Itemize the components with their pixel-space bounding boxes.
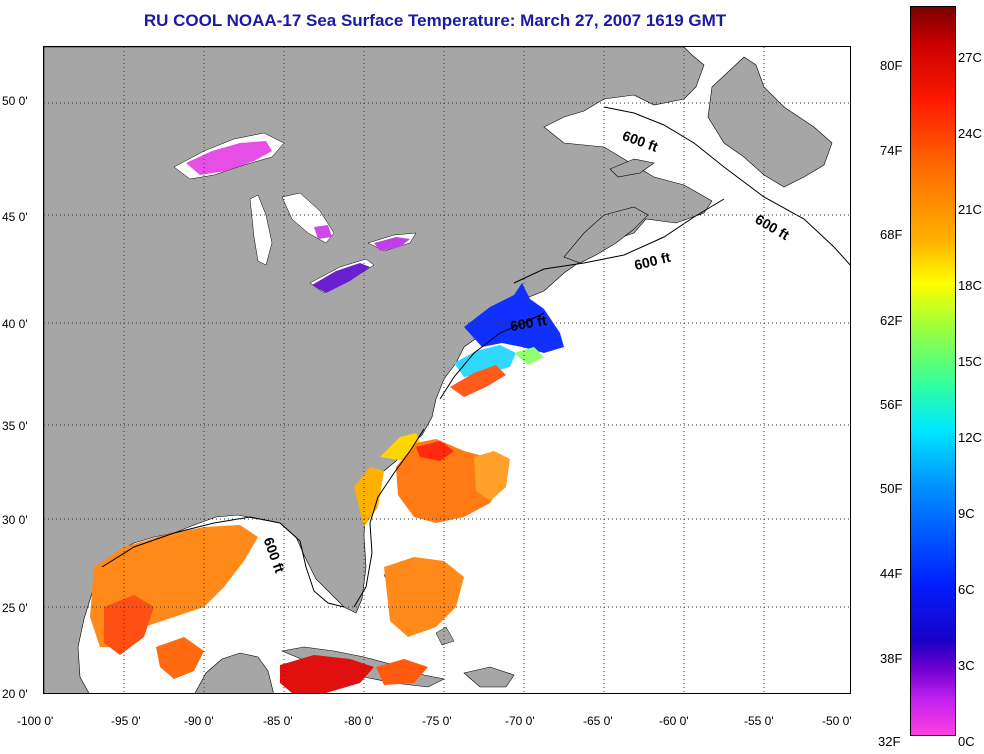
lon-label: -65 0' xyxy=(583,714,613,728)
colorbar-c-label: 18C xyxy=(958,278,982,293)
sst-caribbean xyxy=(280,655,374,693)
sst-lake-erie xyxy=(312,263,370,293)
colorbar-f-label: 80F xyxy=(880,58,903,73)
colorbar-c-label: 3C xyxy=(958,658,975,673)
sst-gulf-of-maine xyxy=(464,283,564,353)
sst-caribbean-orange xyxy=(376,659,428,685)
sst-bahamas-orange xyxy=(384,557,464,637)
colorbar-f-label: 68F xyxy=(880,227,903,242)
contour-600ft-gulf xyxy=(101,516,345,608)
land-hispaniola xyxy=(463,666,515,688)
sst-shelf-green xyxy=(514,347,544,365)
lon-label: -90 0' xyxy=(184,714,214,728)
grid-lines xyxy=(44,47,850,693)
colorbar-c-label: 24C xyxy=(958,126,982,141)
lon-label: -80 0' xyxy=(344,714,374,728)
colorbar-f-label: 32F xyxy=(878,734,901,749)
lat-label: 35 0' xyxy=(2,419,28,433)
sst-lake-superior xyxy=(186,141,272,175)
lon-label: -55 0' xyxy=(744,714,774,728)
sst-shelf-cyan xyxy=(454,345,516,377)
land-yucatan xyxy=(194,652,274,693)
sst-map: 600 ft 600 ft 600 ft 600 ft 600 ft xyxy=(43,46,851,694)
sst-gulf-yucatan xyxy=(156,637,204,679)
colorbar-f-label: 56F xyxy=(880,397,903,412)
sst-florida-east xyxy=(354,467,384,527)
lake-michigan xyxy=(249,194,273,266)
lon-label: -95 0' xyxy=(111,714,141,728)
colorbar-c-label: 0C xyxy=(958,734,975,749)
colorbar-c-label: 21C xyxy=(958,202,982,217)
colorbar-c-label: 6C xyxy=(958,582,975,597)
colorbar-c-label: 9C xyxy=(958,506,975,521)
lon-label: -60 0' xyxy=(659,714,689,728)
sst-offshore-orange xyxy=(474,451,510,501)
colorbar-f-label: 44F xyxy=(880,566,903,581)
colorbar-f-label: 62F xyxy=(880,313,903,328)
land-anticosti xyxy=(609,158,655,178)
sst-lake-huron xyxy=(314,225,332,239)
lat-label: 45 0' xyxy=(2,210,28,224)
sst-gulf-west-red xyxy=(104,595,154,655)
contour-600ft xyxy=(603,106,850,266)
sst-gulfstream-edge xyxy=(450,365,506,397)
contour-600ft-atlantic xyxy=(439,312,545,400)
lat-label: 30 0' xyxy=(2,513,28,527)
lon-label: -75 0' xyxy=(422,714,452,728)
lat-label: 50 0' xyxy=(2,94,28,108)
land-nova-scotia xyxy=(563,206,649,264)
lat-label: 20 0' xyxy=(2,687,28,701)
lon-label: -50 0' xyxy=(822,714,852,728)
contour-600ft-florida xyxy=(353,428,425,608)
lat-label: 25 0' xyxy=(2,601,28,615)
temperature-colorbar xyxy=(910,6,956,736)
lat-label: 40 0' xyxy=(2,317,28,331)
colorbar-c-label: 12C xyxy=(958,430,982,445)
colorbar-f-label: 50F xyxy=(880,481,903,496)
colorbar-f-label: 74F xyxy=(880,143,903,158)
colorbar-c-label: 27C xyxy=(958,50,982,65)
chart-title: RU COOL NOAA-17 Sea Surface Temperature:… xyxy=(143,11,727,30)
sst-lake-ontario xyxy=(374,237,410,251)
colorbar-c-label: 15C xyxy=(958,354,982,369)
lon-label: -100 0' xyxy=(17,714,54,728)
lon-label: -70 0' xyxy=(505,714,535,728)
land-newfoundland xyxy=(707,56,833,188)
contour-600ft-shelf xyxy=(513,198,725,284)
colorbar-f-label: 38F xyxy=(880,651,903,666)
lon-label: -85 0' xyxy=(263,714,293,728)
